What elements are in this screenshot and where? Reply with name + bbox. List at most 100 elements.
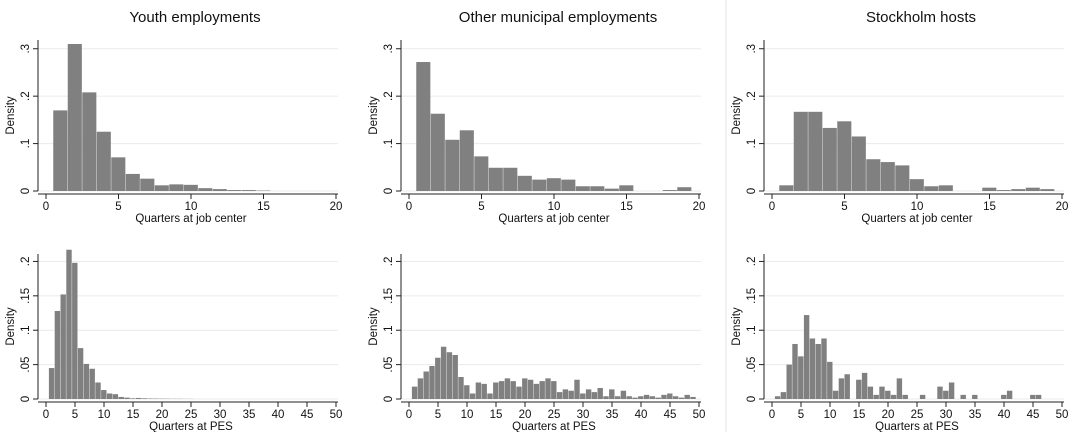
histogram-bar bbox=[82, 92, 97, 191]
histogram-bar bbox=[609, 389, 615, 399]
x-tick-label: 50 bbox=[1056, 409, 1069, 421]
histogram-bar bbox=[632, 397, 638, 399]
histogram-bar bbox=[851, 136, 866, 191]
histogram-panel-3: 0 .1 .2 .3 0 5 10 15 20 Quarters at job center Den… bbox=[731, 9, 1068, 225]
histogram-bar bbox=[48, 368, 55, 399]
y-tick-label: .2 bbox=[383, 257, 395, 267]
histogram-bar bbox=[844, 374, 850, 399]
y-axis-title: Density bbox=[368, 307, 380, 346]
histogram-bar bbox=[532, 179, 547, 191]
histogram-bar bbox=[919, 394, 926, 399]
histogram-bar bbox=[678, 397, 685, 399]
y-tick-label: 0 bbox=[746, 396, 758, 402]
y-axis-title: Density bbox=[731, 307, 743, 346]
histogram-bar bbox=[106, 393, 113, 399]
x-axis-title: Quarters at PES bbox=[149, 421, 233, 432]
histogram-bar bbox=[561, 179, 576, 191]
histogram-bar bbox=[77, 348, 84, 399]
x-tick-label: 10 bbox=[185, 201, 198, 213]
x-tick-label: 0 bbox=[769, 409, 775, 421]
histogram-bar bbox=[111, 157, 126, 191]
x-tick-label: 5 bbox=[798, 409, 804, 421]
x-tick-label: 5 bbox=[841, 201, 847, 213]
x-axis-title: Quarters at job center bbox=[861, 213, 972, 225]
x-tick-label: 25 bbox=[185, 409, 198, 421]
histogram-bar bbox=[879, 386, 885, 399]
x-tick-label: 5 bbox=[478, 201, 484, 213]
histogram-bar bbox=[798, 356, 804, 399]
histogram-bar bbox=[677, 187, 692, 191]
histogram-bar bbox=[539, 381, 545, 399]
histogram-bar bbox=[896, 378, 903, 399]
histogram-bar bbox=[943, 390, 949, 399]
histogram-bar bbox=[684, 394, 690, 399]
histogram-bar bbox=[575, 186, 590, 191]
y-tick-label: 0 bbox=[20, 396, 32, 402]
histogram-bar bbox=[861, 372, 868, 399]
histogram-bar bbox=[556, 392, 563, 399]
y-tick-label: .1 bbox=[383, 139, 395, 149]
histogram-bar bbox=[866, 159, 881, 191]
x-tick-label: 15 bbox=[853, 409, 866, 421]
histogram-bar bbox=[667, 393, 673, 399]
histogram-bar bbox=[1025, 187, 1040, 191]
histogram-bar bbox=[880, 162, 895, 191]
histogram-bar bbox=[498, 381, 505, 399]
x-axis-title: Quarters at job center bbox=[135, 213, 246, 225]
histogram-bar bbox=[803, 315, 810, 399]
histogram-bar bbox=[118, 396, 124, 399]
y-tick-label: .2 bbox=[746, 91, 758, 101]
histogram-bar bbox=[1011, 189, 1026, 191]
histogram-bar bbox=[452, 354, 458, 399]
histogram-bar bbox=[169, 184, 184, 191]
histogram-bar bbox=[809, 338, 816, 399]
histogram-bar bbox=[135, 397, 142, 399]
y-tick-label: .05 bbox=[746, 357, 758, 373]
histogram-bar bbox=[562, 389, 569, 399]
histogram-bar bbox=[822, 127, 837, 191]
x-tick-label: 30 bbox=[577, 409, 590, 421]
x-tick-label: 20 bbox=[519, 409, 532, 421]
x-tick-label: 35 bbox=[969, 409, 982, 421]
histogram-bar bbox=[1030, 394, 1036, 399]
x-tick-label: 20 bbox=[1056, 201, 1069, 213]
histogram-bar bbox=[603, 396, 609, 399]
histogram-bar bbox=[67, 44, 82, 191]
histogram-bar bbox=[890, 394, 897, 399]
histogram-bar bbox=[198, 188, 213, 191]
histogram-bar bbox=[690, 396, 696, 399]
y-axis-title: Density bbox=[368, 96, 380, 135]
histogram-bar bbox=[459, 130, 474, 191]
x-tick-label: 40 bbox=[272, 409, 285, 421]
x-tick-label: 10 bbox=[824, 409, 837, 421]
histogram-bar bbox=[125, 173, 140, 191]
histogram-bar bbox=[867, 386, 874, 399]
x-tick-label: 40 bbox=[998, 409, 1011, 421]
histogram-bar bbox=[516, 386, 522, 399]
y-tick-label: .1 bbox=[746, 139, 758, 149]
y-tick-label: .1 bbox=[746, 325, 758, 335]
histogram-bar bbox=[793, 111, 808, 191]
x-tick-label: 35 bbox=[606, 409, 619, 421]
histogram-bar bbox=[780, 392, 787, 399]
histogram-panel-4: 0 .05 .1 .15 .2 0 5 10 15 20 25 30 35 40 45 50 Quarters … bbox=[5, 249, 342, 432]
y-tick-label: .05 bbox=[383, 357, 395, 373]
histogram-bar bbox=[597, 387, 603, 399]
histogram-bar bbox=[474, 156, 489, 191]
histogram-bar bbox=[779, 185, 794, 191]
panel-title: Stockholm hosts bbox=[866, 9, 976, 26]
histogram-bar bbox=[83, 363, 90, 399]
histogram-bar bbox=[227, 190, 242, 191]
histogram-bar bbox=[996, 190, 1011, 191]
x-axis-title: Quarters at PES bbox=[512, 421, 596, 432]
y-tick-label: .15 bbox=[746, 288, 758, 304]
histogram-bar bbox=[960, 394, 966, 399]
histogram-bar bbox=[124, 397, 130, 399]
histogram-bar bbox=[1035, 394, 1042, 399]
histogram-bar bbox=[141, 398, 148, 399]
x-axis-title: Quarters at PES bbox=[875, 421, 959, 432]
histogram-bar bbox=[429, 365, 435, 399]
y-tick-label: .3 bbox=[746, 44, 758, 54]
histogram-bar bbox=[488, 167, 503, 191]
